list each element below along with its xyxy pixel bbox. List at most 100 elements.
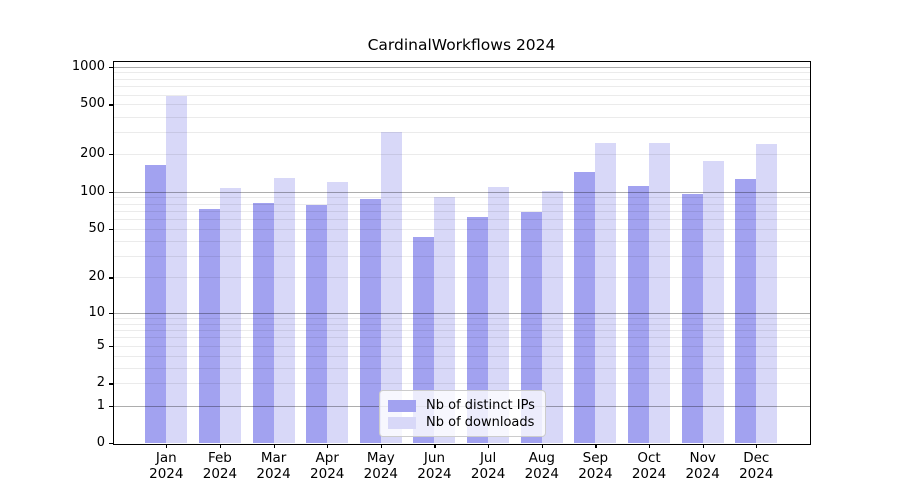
x-tick-mark-apr <box>327 443 329 448</box>
gridline-minor-30 <box>113 256 810 258</box>
gridline-minor-90 <box>113 197 810 199</box>
y-axis-tick-label-50: 50 <box>88 220 105 236</box>
legend-swatch-downloads <box>388 416 416 429</box>
bar-downloads-feb <box>219 187 241 444</box>
y-tick-mark-500 <box>109 104 113 106</box>
gridline-minor-6 <box>113 337 810 339</box>
x-axis-tick-label-aug: Aug 2024 <box>524 450 559 482</box>
x-axis-tick-label-jul: Jul 2024 <box>470 450 506 482</box>
gridline-minor-70 <box>113 210 810 212</box>
legend-item-downloads: Nb of downloads <box>388 414 537 431</box>
bar-distinct-ips-oct <box>628 185 650 444</box>
legend-label-distinct-ips: Nb of distinct IPs <box>426 398 535 413</box>
gridline-minor-4 <box>113 355 810 357</box>
legend-label-downloads: Nb of downloads <box>426 415 535 430</box>
y-tick-mark-5 <box>109 345 113 347</box>
bar-distinct-ips-nov <box>681 194 703 444</box>
legend: Nb of distinct IPs Nb of downloads <box>379 390 546 437</box>
x-tick-mark-mar <box>273 443 275 448</box>
bar-downloads-oct <box>649 143 671 444</box>
x-tick-mark-may <box>380 443 383 448</box>
bar-downloads-mar <box>273 178 295 444</box>
legend-item-distinct-ips: Nb of distinct IPs <box>388 397 537 414</box>
x-axis-tick-label-sep: Sep 2024 <box>578 450 613 482</box>
bar-downloads-sep <box>595 143 617 444</box>
gridline-minor-40 <box>113 240 810 242</box>
x-tick-mark-feb <box>219 443 222 448</box>
gridline-major-100 <box>113 191 810 193</box>
y-tick-mark-200 <box>109 154 113 156</box>
x-axis-tick-label-apr: Apr 2024 <box>310 450 345 482</box>
gridline-minor-800 <box>113 78 810 80</box>
bar-distinct-ips-jul <box>467 216 489 444</box>
bar-downloads-apr <box>327 181 349 444</box>
y-axis-tick-label-20: 20 <box>88 269 105 285</box>
y-axis-tick-label-1000: 1000 <box>71 58 105 74</box>
x-tick-mark-aug <box>541 443 543 448</box>
y-tick-mark-1000 <box>109 66 113 68</box>
bar-distinct-ips-may <box>359 199 381 444</box>
y-tick-mark-1 <box>109 405 113 407</box>
gridline-minor-300 <box>113 132 810 134</box>
bar-downloads-aug <box>541 190 563 444</box>
gridline-minor-2 <box>113 383 810 385</box>
y-axis-tick-label-5: 5 <box>96 337 105 353</box>
gridline-minor-5 <box>113 345 810 347</box>
bar-distinct-ips-apr <box>306 205 328 444</box>
x-tick-mark-sep <box>595 443 597 448</box>
y-axis-tick-label-2: 2 <box>96 375 105 391</box>
bar-downloads-jun <box>434 197 456 444</box>
gridline-minor-600 <box>113 94 810 96</box>
y-axis-tick-label-1: 1 <box>96 397 105 413</box>
y-tick-mark-20 <box>109 277 113 279</box>
y-tick-mark-2 <box>109 383 113 385</box>
y-tick-mark-10 <box>109 312 113 314</box>
x-axis-tick-label-jan: Jan 2024 <box>149 450 184 482</box>
bar-downloads-may <box>380 132 402 444</box>
gridline-minor-8 <box>113 323 810 325</box>
x-axis-tick-label-nov: Nov 2024 <box>685 450 720 482</box>
bar-distinct-ips-mar <box>252 203 274 444</box>
gridline-minor-700 <box>113 86 810 88</box>
bar-distinct-ips-jan <box>145 165 167 444</box>
x-axis-tick-label-oct: Oct 2024 <box>631 450 667 482</box>
gridline-minor-7 <box>113 329 810 331</box>
gridline-major-1000 <box>113 66 810 68</box>
y-axis-tick-label-0: 0 <box>96 435 105 451</box>
x-axis-tick-label-jun: Jun 2024 <box>417 450 452 482</box>
y-tick-mark-0 <box>109 443 113 445</box>
gridline-minor-400 <box>113 116 810 118</box>
bar-downloads-jul <box>488 186 510 444</box>
gridline-minor-200 <box>113 154 810 156</box>
y-axis-tick-label-500: 500 <box>80 96 105 112</box>
gridline-minor-50 <box>113 228 810 230</box>
gridline-minor-20 <box>113 277 810 279</box>
bar-distinct-ips-aug <box>520 212 542 444</box>
x-axis-tick-label-mar: Mar 2024 <box>256 450 291 482</box>
y-tick-mark-50 <box>109 228 113 231</box>
gridline-minor-60 <box>113 219 810 221</box>
bar-distinct-ips-dec <box>735 179 757 444</box>
gridline-minor-900 <box>113 72 810 74</box>
gridline-major-10 <box>113 312 810 314</box>
y-tick-mark-100 <box>109 191 113 193</box>
y-axis-tick-label-10: 10 <box>88 304 105 320</box>
x-axis-tick-label-dec: Dec 2024 <box>739 450 774 482</box>
x-tick-mark-dec <box>756 443 758 448</box>
bar-downloads-nov <box>702 161 724 444</box>
bar-downloads-dec <box>756 144 778 444</box>
x-axis-tick-label-feb: Feb 2024 <box>202 450 238 482</box>
bar-distinct-ips-feb <box>198 208 220 444</box>
legend-swatch-distinct-ips <box>388 399 416 412</box>
x-tick-mark-oct <box>649 443 651 448</box>
bar-distinct-ips-sep <box>574 171 596 444</box>
bar-downloads-jan <box>166 95 188 444</box>
x-tick-mark-jun <box>434 443 436 448</box>
chart-title: CardinalWorkflows 2024 <box>367 36 556 54</box>
gridline-minor-9 <box>113 317 810 319</box>
gridline-minor-500 <box>113 104 810 106</box>
gridline-minor-80 <box>113 203 810 205</box>
